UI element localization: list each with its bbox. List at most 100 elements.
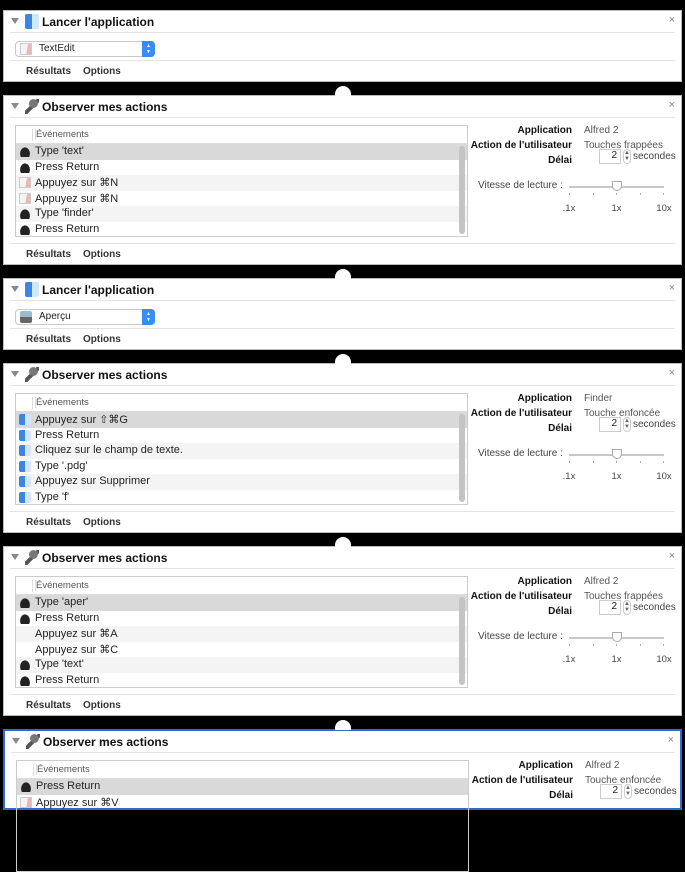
speed-slider[interactable] xyxy=(569,449,664,459)
event-row[interactable]: Press Return xyxy=(17,779,468,795)
label-delay: Délai xyxy=(548,155,572,166)
results-tab[interactable]: Résultats xyxy=(26,249,72,260)
column-divider xyxy=(32,580,33,592)
event-row[interactable]: Press Return xyxy=(16,673,467,687)
speed-slider[interactable] xyxy=(569,632,664,642)
slider-tick xyxy=(616,193,617,195)
speed-tick-label: 1x xyxy=(611,471,622,482)
event-label: Type 'aper' xyxy=(35,596,89,608)
results-tab[interactable]: Résultats xyxy=(26,66,72,77)
disclosure-triangle-icon[interactable] xyxy=(12,738,20,744)
options-tab[interactable]: Options xyxy=(83,66,121,77)
label-delay: Délai xyxy=(548,606,572,617)
results-tab[interactable]: Résultats xyxy=(26,700,72,711)
event-row[interactable]: Appuyez sur ⌘N xyxy=(16,191,467,207)
slider-tick xyxy=(639,461,641,463)
application-popup[interactable]: TextEdit ▲ ▼ xyxy=(15,41,155,57)
table-scrollbar[interactable] xyxy=(459,414,465,502)
event-row[interactable]: Press Return xyxy=(16,428,467,444)
event-label: Type 'text' xyxy=(35,145,84,157)
delay-field[interactable]: 2 xyxy=(600,784,622,799)
application-popup[interactable]: Aperçu ▲ ▼ xyxy=(15,309,155,325)
events-table-header[interactable]: Événements xyxy=(17,761,468,779)
disclosure-triangle-icon[interactable] xyxy=(11,18,19,24)
speed-tick-label: .1x xyxy=(562,654,576,665)
delay-field[interactable]: 2 xyxy=(599,417,621,432)
speed-label: Vitesse de lecture : xyxy=(478,448,563,459)
label-user-action: Action de l'utilisateur xyxy=(470,140,572,151)
events-table-header[interactable]: Événements xyxy=(16,394,467,412)
event-row[interactable]: Type 'text' xyxy=(16,144,467,160)
options-tab[interactable]: Options xyxy=(83,517,121,528)
options-tab[interactable]: Options xyxy=(83,334,121,345)
delay-field[interactable]: 2 xyxy=(599,600,621,615)
alfred-icon xyxy=(19,597,31,608)
results-tab[interactable]: Résultats xyxy=(26,517,72,528)
close-icon[interactable]: × xyxy=(668,550,675,562)
event-row[interactable]: Type '.pdg' xyxy=(16,459,467,475)
event-row[interactable]: Appuyez sur ⌘A xyxy=(16,626,467,642)
slider-tick xyxy=(569,461,570,463)
robot-icon xyxy=(25,99,39,114)
event-row[interactable]: Type 'text' xyxy=(16,657,467,673)
delay-stepper[interactable]: ▲ ▼ xyxy=(624,784,632,799)
delay-stepper[interactable]: ▲ ▼ xyxy=(623,600,631,615)
close-icon[interactable]: × xyxy=(667,734,674,746)
speed-slider-thumb[interactable] xyxy=(611,449,622,459)
slider-tick xyxy=(616,461,617,463)
speed-slider[interactable] xyxy=(569,181,664,191)
seconds-label: secondes xyxy=(633,151,676,162)
speed-slider-thumb[interactable] xyxy=(611,181,622,191)
event-row[interactable]: Appuyez sur ⇧⌘G xyxy=(16,412,467,428)
event-row[interactable]: Press Return xyxy=(16,611,467,627)
event-row[interactable]: Type 'f' xyxy=(16,490,467,504)
speed-tick-label: 10x xyxy=(656,203,672,214)
disclosure-triangle-icon[interactable] xyxy=(11,554,19,560)
disclosure-triangle-icon[interactable] xyxy=(11,371,19,377)
event-row[interactable]: Cliquez sur le champ de texte. xyxy=(16,443,467,459)
delay-field[interactable]: 2 xyxy=(599,149,621,164)
launch-application-action: Lancer l'application × Aperçu ▲ ▼ Résultats Op… xyxy=(3,278,682,350)
watch-me-do-action: Observer mes actions × Événements Type 'ape… xyxy=(3,546,682,716)
events-table-header[interactable]: Événements xyxy=(16,577,467,595)
events-table-header[interactable]: Événements xyxy=(16,126,467,144)
action-footer: Résultats Options xyxy=(10,328,675,349)
delay-stepper[interactable]: ▲ ▼ xyxy=(623,149,631,164)
event-row[interactable]: Type 'aper' xyxy=(16,595,467,611)
speed-tick-label: 10x xyxy=(656,471,672,482)
close-icon[interactable]: × xyxy=(668,99,675,111)
disclosure-triangle-icon[interactable] xyxy=(11,103,19,109)
event-row[interactable]: Appuyez sur ⌘C xyxy=(16,642,467,658)
delay-stepper[interactable]: ▲ ▼ xyxy=(623,417,631,432)
action-title: Observer mes actions xyxy=(43,735,169,749)
value-application: Alfred 2 xyxy=(584,125,619,136)
event-row[interactable]: Press Return xyxy=(16,160,467,176)
finder-icon xyxy=(19,429,31,441)
event-row[interactable]: Appuyez sur ⌘V xyxy=(17,795,468,811)
speed-slider-thumb[interactable] xyxy=(611,632,622,642)
event-row[interactable]: Appuyez sur Supprimer xyxy=(16,474,467,490)
value-application: Alfred 2 xyxy=(584,576,619,587)
options-tab[interactable]: Options xyxy=(83,700,121,711)
table-scrollbar[interactable] xyxy=(459,597,465,685)
close-icon[interactable]: × xyxy=(668,282,675,294)
event-row[interactable]: Press Return xyxy=(16,222,467,236)
textedit-icon xyxy=(19,192,31,204)
event-label: Appuyez sur ⌘V xyxy=(36,796,119,809)
table-scrollbar[interactable] xyxy=(459,146,465,234)
close-icon[interactable]: × xyxy=(668,14,675,26)
results-tab[interactable]: Résultats xyxy=(26,334,72,345)
disclosure-triangle-icon[interactable] xyxy=(11,286,19,292)
label-application: Application xyxy=(517,576,572,587)
event-label: Appuyez sur ⌘C xyxy=(35,643,119,656)
value-application: Alfred 2 xyxy=(585,760,620,771)
action-header: Lancer l'application × xyxy=(10,279,675,301)
robot-icon xyxy=(25,550,39,565)
options-tab[interactable]: Options xyxy=(83,249,121,260)
column-divider xyxy=(33,764,34,776)
close-icon[interactable]: × xyxy=(668,367,675,379)
speed-tick-label: .1x xyxy=(562,203,576,214)
event-row[interactable]: Type 'finder' xyxy=(16,206,467,222)
event-row[interactable]: Appuyez sur ⌘N xyxy=(16,175,467,191)
events-list: Type 'aper' Press Return Appuyez sur ⌘A App… xyxy=(16,595,467,687)
